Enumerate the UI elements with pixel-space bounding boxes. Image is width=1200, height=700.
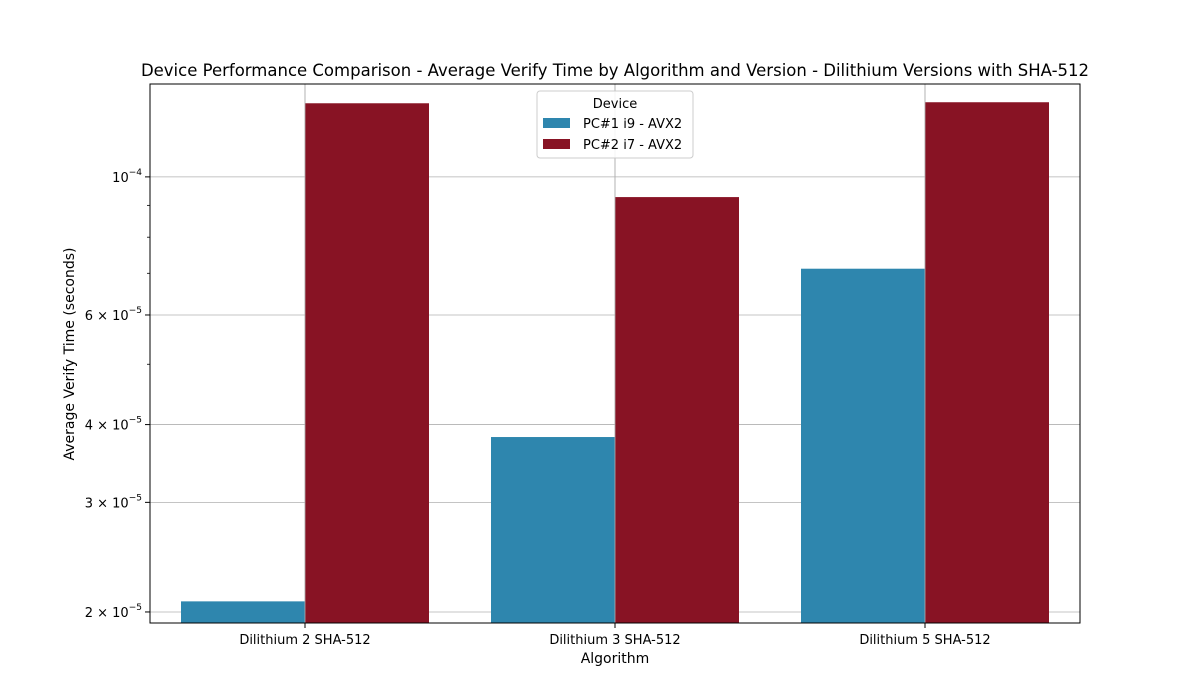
y-tick-label: 2 × 10−5	[85, 603, 142, 621]
bar-2-1	[305, 103, 429, 624]
x-tick-label: Dilithium 2 SHA-512	[239, 633, 370, 648]
y-tick-label: 6 × 10−5	[85, 306, 142, 324]
y-tick-label: 3 × 10−5	[85, 493, 142, 511]
y-axis-label: Average Verify Time (seconds)	[62, 248, 78, 461]
bar-1-3	[801, 268, 925, 623]
legend-swatch-pc1	[543, 118, 570, 128]
y-tick-label: 4 × 10−5	[85, 416, 142, 434]
bar-1-1	[181, 601, 305, 623]
legend-label-pc2: PC#2 i7 - AVX2	[583, 138, 682, 153]
bar-2-3	[925, 102, 1049, 623]
x-tick-label: Dilithium 5 SHA-512	[859, 633, 990, 648]
y-tick-label: 10−4	[112, 168, 142, 186]
x-tick-label: Dilithium 3 SHA-512	[549, 633, 680, 648]
bar-2-2	[615, 197, 739, 623]
bar-1-2	[491, 437, 615, 623]
x-axis: Dilithium 2 SHA-512 Dilithium 3 SHA-512 Di…	[239, 623, 991, 648]
chart-title: Device Performance Comparison - Average …	[141, 61, 1089, 80]
legend-label-pc1: PC#1 i9 - AVX2	[583, 117, 682, 132]
legend: Device PC#1 i9 - AVX2 PC#2 i7 - AVX2	[536, 90, 694, 159]
legend-title: Device	[593, 97, 637, 112]
bars	[181, 84, 1049, 624]
x-axis-label: Algorithm	[581, 651, 650, 667]
y-axis: 2 × 10−5 3 × 10−5 4 × 10−5 6 × 10−5 10−4	[85, 168, 150, 621]
legend-swatch-pc2	[543, 139, 570, 149]
legend-box	[536, 90, 694, 159]
